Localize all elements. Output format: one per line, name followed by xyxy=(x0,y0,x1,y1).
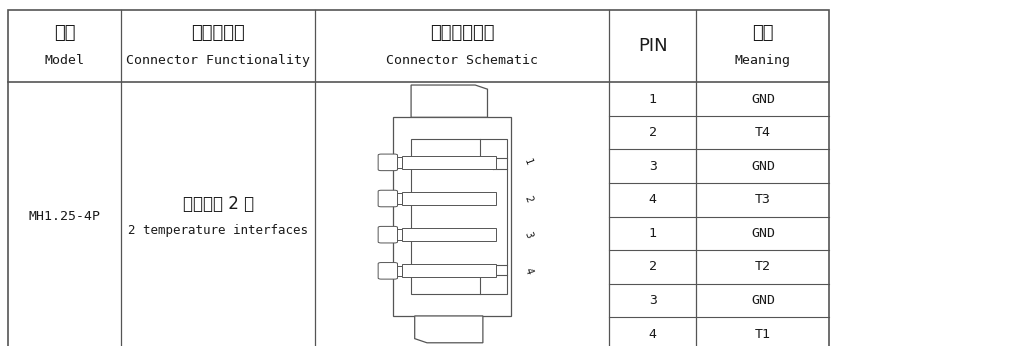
Bar xyxy=(411,139,507,294)
Bar xyxy=(394,229,401,240)
Text: 温度接口 2 个: 温度接口 2 个 xyxy=(182,195,254,213)
Text: T1: T1 xyxy=(755,328,771,340)
Text: 型号: 型号 xyxy=(54,24,75,42)
Bar xyxy=(8,10,829,346)
Bar xyxy=(401,264,496,277)
Text: Connector Schematic: Connector Schematic xyxy=(386,54,539,67)
Polygon shape xyxy=(415,316,483,343)
Text: 3: 3 xyxy=(649,160,656,173)
Text: 2: 2 xyxy=(522,194,534,203)
Text: 2: 2 xyxy=(649,126,656,139)
Bar xyxy=(401,228,496,241)
Text: PIN: PIN xyxy=(638,37,668,55)
Text: 1: 1 xyxy=(649,93,656,106)
Text: 4: 4 xyxy=(649,328,656,340)
Polygon shape xyxy=(411,85,487,117)
Text: 3: 3 xyxy=(522,230,534,239)
Bar xyxy=(393,117,511,316)
Text: T3: T3 xyxy=(755,193,771,206)
Text: 4: 4 xyxy=(522,266,534,275)
Text: T2: T2 xyxy=(755,261,771,273)
Text: GND: GND xyxy=(751,160,775,173)
Bar xyxy=(394,157,401,167)
Text: 接插件功能: 接插件功能 xyxy=(191,24,245,42)
Text: Model: Model xyxy=(44,54,85,67)
Text: 含义: 含义 xyxy=(753,24,773,42)
FancyBboxPatch shape xyxy=(378,190,397,207)
Text: GND: GND xyxy=(751,93,775,106)
Text: 4: 4 xyxy=(649,193,656,206)
Text: 1: 1 xyxy=(649,227,656,240)
Bar xyxy=(401,156,496,169)
Text: GND: GND xyxy=(751,294,775,307)
Text: GND: GND xyxy=(751,227,775,240)
Text: 3: 3 xyxy=(649,294,656,307)
Bar xyxy=(394,193,401,204)
Text: Meaning: Meaning xyxy=(735,54,791,67)
Text: Connector Functionality: Connector Functionality xyxy=(126,54,310,67)
Bar xyxy=(401,192,496,205)
Text: 2: 2 xyxy=(649,261,656,273)
Text: 2 temperature interfaces: 2 temperature interfaces xyxy=(128,224,308,237)
Text: MH1.25-4P: MH1.25-4P xyxy=(29,210,100,223)
FancyBboxPatch shape xyxy=(378,154,397,171)
FancyBboxPatch shape xyxy=(378,226,397,243)
Bar xyxy=(394,266,401,276)
Text: 接插件示意图: 接插件示意图 xyxy=(430,24,495,42)
FancyBboxPatch shape xyxy=(378,263,397,279)
Text: 1: 1 xyxy=(522,158,534,167)
Text: T4: T4 xyxy=(755,126,771,139)
